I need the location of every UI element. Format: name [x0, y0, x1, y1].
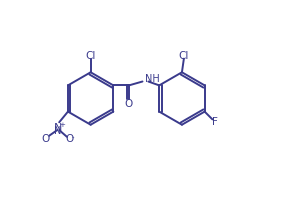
Text: +: +	[59, 122, 65, 128]
Text: N: N	[53, 126, 61, 136]
Text: O: O	[125, 99, 133, 109]
Text: F: F	[212, 117, 218, 127]
Text: NH: NH	[145, 74, 160, 84]
Text: N: N	[54, 123, 62, 133]
Text: Cl: Cl	[179, 51, 189, 61]
Text: Cl: Cl	[86, 51, 96, 61]
Text: O: O	[42, 134, 50, 144]
Text: -: -	[71, 134, 74, 140]
Text: O: O	[65, 134, 74, 144]
